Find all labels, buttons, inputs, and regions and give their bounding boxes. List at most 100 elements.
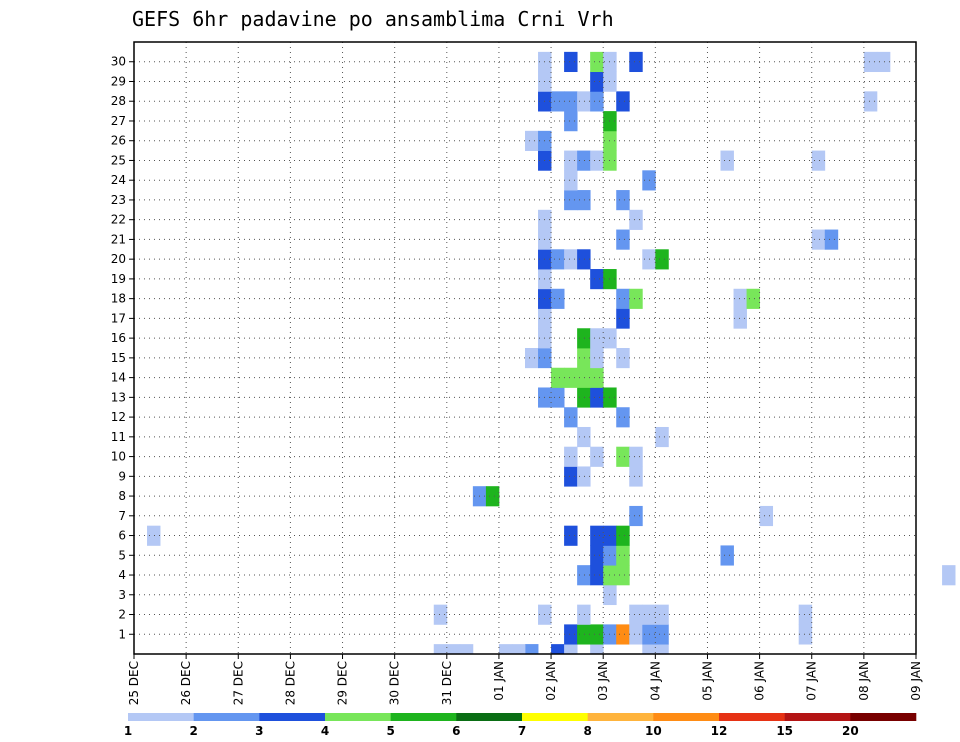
- heatmap-cell: [564, 407, 578, 428]
- x-tick-label: 25 DEC: [127, 661, 141, 705]
- heatmap-cell: [811, 229, 826, 250]
- y-tick-label: 18: [111, 292, 126, 306]
- x-tick-label: 27 DEC: [231, 661, 245, 705]
- heatmap-cell: [459, 644, 474, 655]
- color-legend: 1 2 3 4 5 6 7 8 10 12 15 20: [124, 713, 917, 738]
- heatmap-cell: [564, 170, 578, 191]
- heatmap-cell: [629, 466, 643, 487]
- heatmap-cell: [616, 565, 630, 586]
- heatmap-cell: [616, 407, 630, 428]
- heatmap-cell: [577, 91, 591, 112]
- y-tick-label: 28: [111, 94, 126, 108]
- legend-label: 2: [189, 724, 197, 738]
- y-tick-label: 27: [111, 114, 126, 128]
- heatmap-cell: [590, 367, 604, 388]
- y-tick-label: 23: [111, 193, 126, 207]
- y-tick-label: 1: [118, 627, 126, 641]
- legend-label: 7: [518, 724, 526, 738]
- plot-frame: [133, 41, 917, 655]
- heatmap-cell: [616, 308, 630, 329]
- y-tick-label: 4: [118, 568, 126, 582]
- legend-color-swatch: [784, 713, 851, 721]
- x-tick-label: 30 DEC: [388, 661, 402, 705]
- y-tick-label: 10: [111, 450, 126, 464]
- y-tick-label: 15: [111, 351, 126, 365]
- x-tick-label: 09 JAN: [909, 661, 923, 701]
- chart-title: GEFS 6hr padavine po ansamblima Crni Vrh: [132, 7, 614, 31]
- heatmap-cell: [798, 604, 813, 625]
- x-tick-label: 06 JAN: [753, 661, 767, 701]
- y-tick-label: 29: [111, 74, 126, 88]
- heatmap-cell: [629, 288, 643, 309]
- legend-color-swatch: [193, 713, 260, 721]
- legend-color-swatch: [390, 713, 457, 721]
- heatmap-cell: [590, 91, 604, 112]
- heatmap-cell: [590, 644, 604, 655]
- heatmap-cell: [629, 51, 643, 73]
- heatmap-cell: [720, 150, 734, 171]
- y-tick-label: 19: [111, 272, 126, 286]
- heatmap-cell: [525, 348, 539, 369]
- heatmap-cell: [577, 249, 591, 270]
- heatmap-cell: [590, 51, 604, 73]
- y-tick-label: 14: [111, 371, 126, 385]
- heatmap-cell: [590, 624, 604, 645]
- y-tick-label: 17: [111, 311, 126, 325]
- legend-label: 3: [255, 724, 263, 738]
- heatmap-cell: [577, 466, 591, 487]
- y-tick-label: 3: [118, 588, 126, 602]
- heatmap-cell: [577, 150, 591, 171]
- heatmap-cell: [590, 545, 604, 566]
- heatmap-cell: [525, 644, 539, 655]
- legend-color-swatch: [456, 713, 523, 721]
- heatmap-cell: [733, 308, 747, 329]
- heatmap-cell: [616, 525, 630, 546]
- heatmap-cell: [655, 604, 669, 625]
- heatmap-cell: [564, 51, 578, 73]
- heatmap-cell: [511, 644, 526, 655]
- y-tick-label: 13: [111, 390, 126, 404]
- heatmap-cell: [551, 387, 565, 408]
- heatmap-cell: [577, 328, 591, 349]
- y-tick-label: 21: [111, 232, 126, 246]
- heatmap-cell: [564, 111, 578, 132]
- heatmap-cell: [433, 644, 448, 655]
- heatmap-cell: [564, 249, 578, 270]
- heatmap-cell: [720, 545, 734, 566]
- heatmap-cell: [616, 545, 630, 566]
- heatmap-cell: [616, 446, 630, 467]
- heatmap-cell: [616, 91, 630, 112]
- heatmap-cell: [551, 249, 565, 270]
- heatmap-cell: [629, 604, 643, 625]
- y-tick-label: 30: [111, 55, 126, 69]
- legend-label: 10: [645, 724, 662, 738]
- y-tick-label: 26: [111, 134, 126, 148]
- heatmap-cells: [147, 51, 956, 655]
- heatmap-cell: [433, 604, 448, 625]
- legend-color-swatch: [587, 713, 654, 721]
- heatmap-cell: [811, 150, 826, 171]
- heatmap-cell: [577, 604, 591, 625]
- heatmap-cell: [655, 426, 669, 448]
- heatmap-cell: [564, 150, 578, 171]
- heatmap-cell: [564, 367, 578, 388]
- y-tick-label: 25: [111, 153, 126, 167]
- legend-color-swatch: [259, 713, 326, 721]
- legend-label: 15: [776, 724, 793, 738]
- x-tick-label: 04 JAN: [648, 661, 662, 701]
- heatmap-cell: [629, 209, 643, 230]
- y-tick-label: 12: [111, 410, 126, 424]
- y-tick-label: 16: [111, 331, 126, 345]
- y-tick-label: 20: [111, 252, 126, 266]
- legend-label: 20: [842, 724, 859, 738]
- x-tick-label: 05 JAN: [701, 661, 715, 701]
- y-tick-label: 11: [111, 430, 126, 444]
- y-tick-label: 8: [118, 489, 126, 503]
- heatmap-cell: [577, 190, 591, 211]
- heatmap-cell: [746, 288, 760, 309]
- heatmap-cell: [942, 565, 956, 586]
- heatmap-cell: [147, 525, 161, 546]
- heatmap-cell: [590, 71, 604, 92]
- heatmap-cell: [577, 426, 591, 448]
- heatmap-cell: [590, 446, 604, 467]
